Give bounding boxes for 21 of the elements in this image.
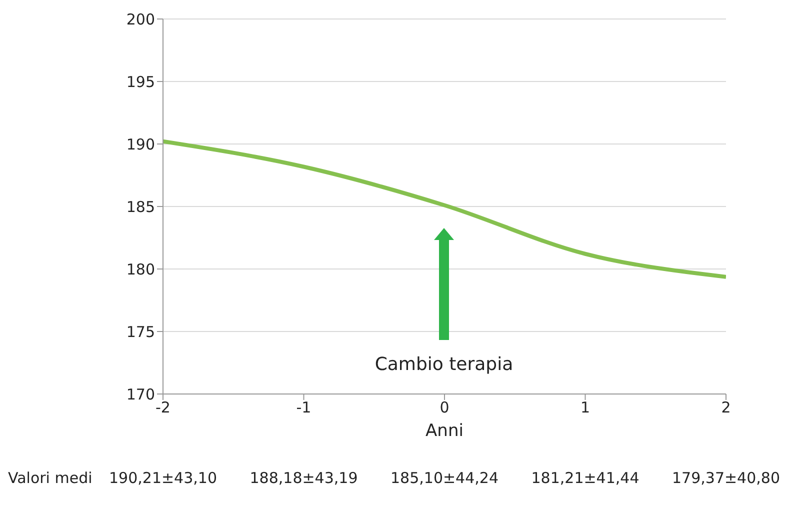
annotation: Cambio terapia bbox=[374, 354, 514, 375]
text: 185,10±44,24 bbox=[390, 469, 500, 487]
x-tick-label: 1 bbox=[580, 398, 590, 417]
text: 188,18±43,19 bbox=[248, 469, 359, 487]
y-tick-label: 190 bbox=[126, 135, 155, 154]
text: Valori medi bbox=[8, 469, 92, 487]
x-tick-label: -2 bbox=[156, 398, 170, 417]
text: 190,21±43,10 bbox=[108, 469, 218, 487]
y-tick-label: 185 bbox=[126, 198, 155, 216]
x-axis-title: Anni bbox=[426, 421, 464, 441]
y-tick-label: 175 bbox=[126, 322, 155, 341]
y-tick-label: 195 bbox=[126, 72, 155, 91]
x-tick-label: 2 bbox=[721, 398, 731, 417]
y-tick-label: 180 bbox=[126, 260, 155, 278]
text: 181,21±41,44 bbox=[530, 469, 640, 487]
line-series bbox=[163, 139, 726, 279]
text: 179,37±40,80 bbox=[671, 469, 781, 487]
y-tick-label: 200 bbox=[126, 10, 155, 28]
x-tick-label: 0 bbox=[440, 398, 450, 417]
x-tick-label: -1 bbox=[296, 398, 312, 417]
y-tick-label: 170 bbox=[126, 385, 155, 404]
